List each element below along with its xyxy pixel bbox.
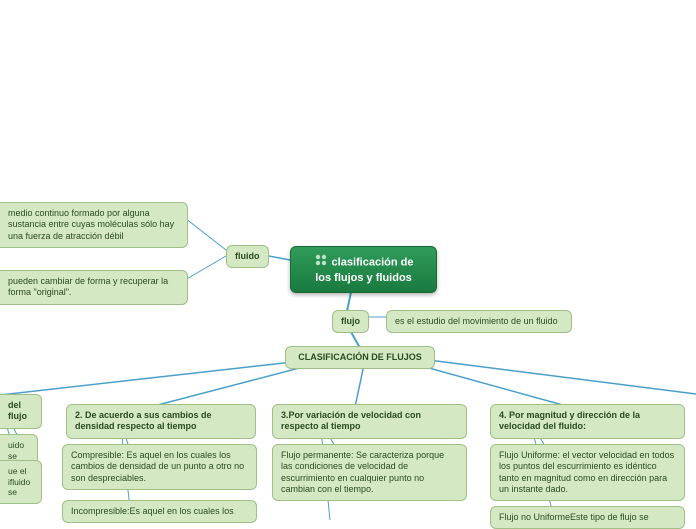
root-line2: los flujos y fluidos — [315, 272, 412, 284]
fluido-node[interactable]: fluido — [226, 245, 269, 268]
root-line1: clasificación de — [332, 256, 414, 268]
root-node[interactable]: clasificación de los flujos y fluidos — [290, 246, 437, 293]
col3-leaf-a: Flujo Uniforme: el vector velocidad en t… — [490, 444, 685, 501]
flujo-def: es el estudio del movimiento de un fluid… — [386, 310, 572, 333]
col1-heading[interactable]: 2. De acuerdo a sus cambios de densidad … — [66, 404, 256, 439]
flujo-node[interactable]: flujo — [332, 310, 369, 333]
fluido-leaf-2: pueden cambiar de forma y recuperar la f… — [0, 270, 188, 305]
col0-heading-partial: del flujo — [0, 394, 42, 429]
clasificacion-node[interactable]: CLASIFICACIÓN DE FLUJOS — [285, 346, 435, 369]
col0-p2: uido se — [8, 440, 24, 461]
fluido-leaf-1: medio continuo formado por alguna sustan… — [0, 202, 188, 248]
col0-leaf-partial-2: ue el ifluido se — [0, 460, 42, 504]
col0-p3a: ue el — [8, 466, 26, 476]
col2-leaf-a: Flujo permanente: Se caracteriza porque … — [272, 444, 467, 501]
col3-leaf-b: Flujo no UniformeEste tipo de flujo se — [490, 506, 685, 529]
col2-heading[interactable]: 3.Por variación de velocidad con respect… — [272, 404, 467, 439]
root-icon — [314, 253, 328, 272]
col3-heading[interactable]: 4. Por magnitud y dirección de la veloci… — [490, 404, 685, 439]
col1-leaf-a: Compresible: Es aquel en los cuales los … — [62, 444, 257, 490]
col0-p3b: ifluido se — [8, 477, 30, 498]
